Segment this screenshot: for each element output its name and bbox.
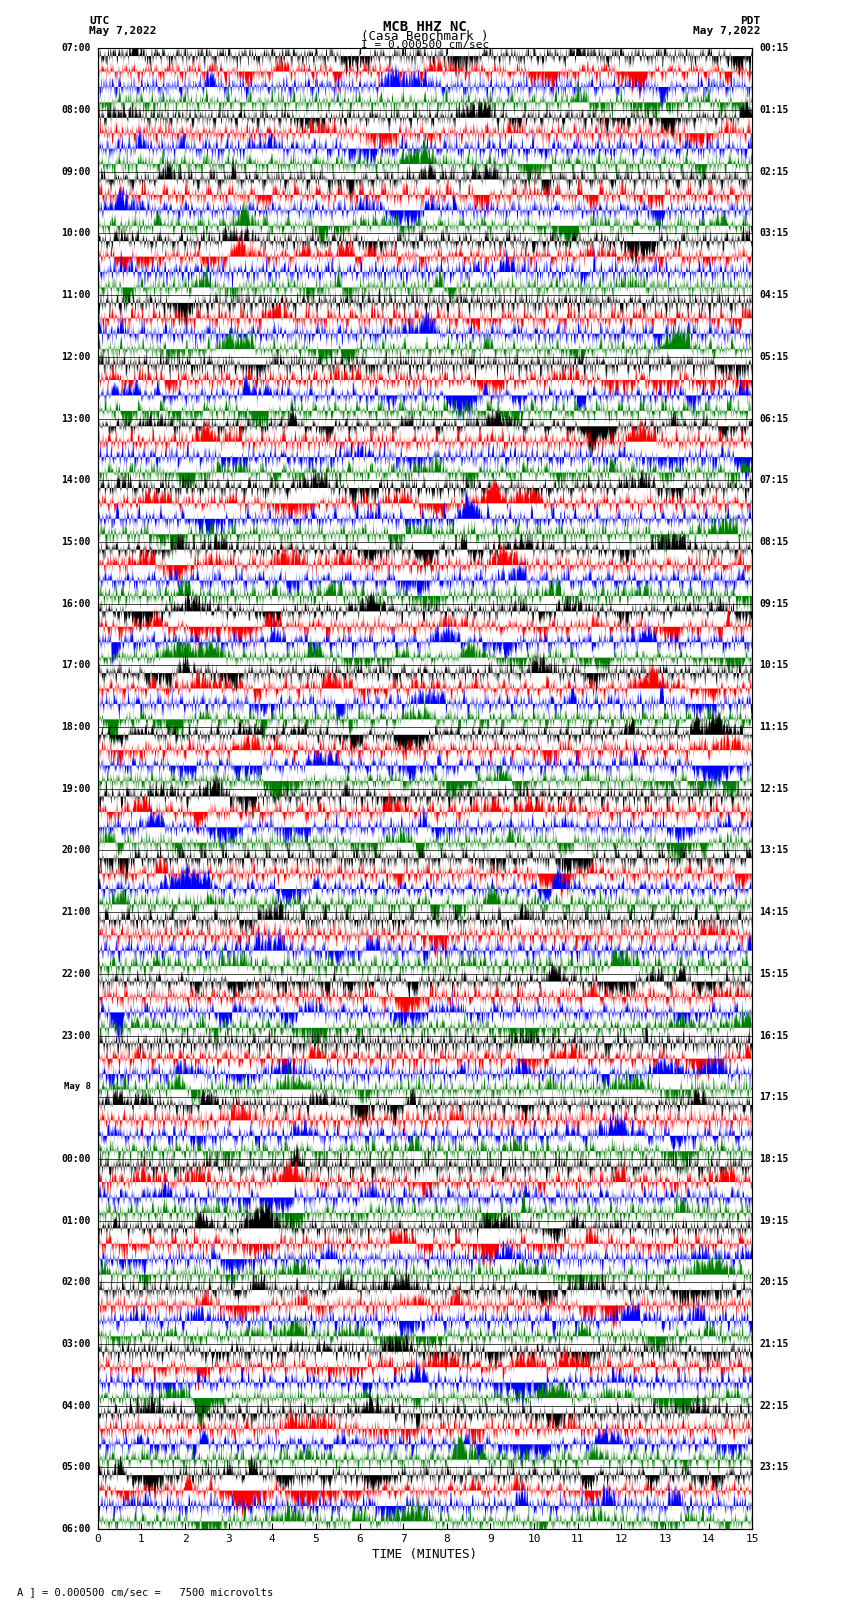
Text: 03:00: 03:00 [61,1339,91,1348]
Text: 19:15: 19:15 [759,1216,789,1226]
Text: 02:15: 02:15 [759,166,789,177]
Text: 20:00: 20:00 [61,845,91,855]
Text: May 8: May 8 [64,1082,91,1090]
Text: 04:00: 04:00 [61,1400,91,1411]
Text: 15:00: 15:00 [61,537,91,547]
Text: 23:15: 23:15 [759,1463,789,1473]
Text: UTC: UTC [89,16,110,26]
Text: 00:00: 00:00 [61,1153,91,1165]
Text: 18:15: 18:15 [759,1153,789,1165]
Text: 05:00: 05:00 [61,1463,91,1473]
Text: 12:15: 12:15 [759,784,789,794]
Text: 23:00: 23:00 [61,1031,91,1040]
Text: I = 0.000500 cm/sec: I = 0.000500 cm/sec [361,39,489,50]
X-axis label: TIME (MINUTES): TIME (MINUTES) [372,1548,478,1561]
Text: PDT: PDT [740,16,761,26]
Text: 06:00: 06:00 [61,1524,91,1534]
Text: 03:15: 03:15 [759,229,789,239]
Text: A ] = 0.000500 cm/sec =   7500 microvolts: A ] = 0.000500 cm/sec = 7500 microvolts [17,1587,273,1597]
Text: (Casa Benchmark ): (Casa Benchmark ) [361,31,489,44]
Text: 11:00: 11:00 [61,290,91,300]
Text: 11:15: 11:15 [759,723,789,732]
Text: 08:00: 08:00 [61,105,91,115]
Text: 04:15: 04:15 [759,290,789,300]
Text: 01:00: 01:00 [61,1216,91,1226]
Text: MCB HHZ NC: MCB HHZ NC [383,19,467,34]
Text: 00:15: 00:15 [759,44,789,53]
Text: 07:00: 07:00 [61,44,91,53]
Text: 06:15: 06:15 [759,413,789,424]
Text: 10:00: 10:00 [61,229,91,239]
Text: May 7,2022: May 7,2022 [89,26,156,35]
Text: 13:15: 13:15 [759,845,789,855]
Text: 01:15: 01:15 [759,105,789,115]
Text: 14:15: 14:15 [759,907,789,918]
Text: 09:15: 09:15 [759,598,789,608]
Text: 08:15: 08:15 [759,537,789,547]
Text: 14:00: 14:00 [61,476,91,486]
Text: 22:15: 22:15 [759,1400,789,1411]
Text: 15:15: 15:15 [759,969,789,979]
Text: 19:00: 19:00 [61,784,91,794]
Text: May 7,2022: May 7,2022 [694,26,761,35]
Text: 16:00: 16:00 [61,598,91,608]
Text: 21:15: 21:15 [759,1339,789,1348]
Text: 21:00: 21:00 [61,907,91,918]
Text: 05:15: 05:15 [759,352,789,361]
Text: 17:00: 17:00 [61,660,91,671]
Text: 02:00: 02:00 [61,1277,91,1287]
Text: 22:00: 22:00 [61,969,91,979]
Text: 10:15: 10:15 [759,660,789,671]
Text: 13:00: 13:00 [61,413,91,424]
Text: 18:00: 18:00 [61,723,91,732]
Text: 09:00: 09:00 [61,166,91,177]
Text: 20:15: 20:15 [759,1277,789,1287]
Text: 12:00: 12:00 [61,352,91,361]
Text: 17:15: 17:15 [759,1092,789,1102]
Text: 07:15: 07:15 [759,476,789,486]
Text: 16:15: 16:15 [759,1031,789,1040]
